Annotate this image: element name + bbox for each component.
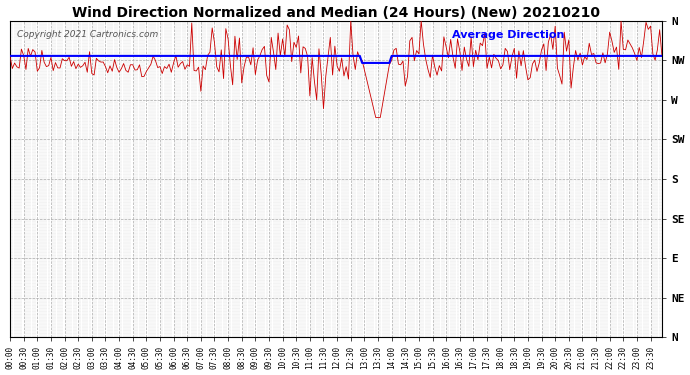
- Title: Wind Direction Normalized and Median (24 Hours) (New) 20210210: Wind Direction Normalized and Median (24…: [72, 6, 600, 20]
- Text: Average Direction: Average Direction: [452, 30, 564, 40]
- Text: Copyright 2021 Cartronics.com: Copyright 2021 Cartronics.com: [17, 30, 158, 39]
